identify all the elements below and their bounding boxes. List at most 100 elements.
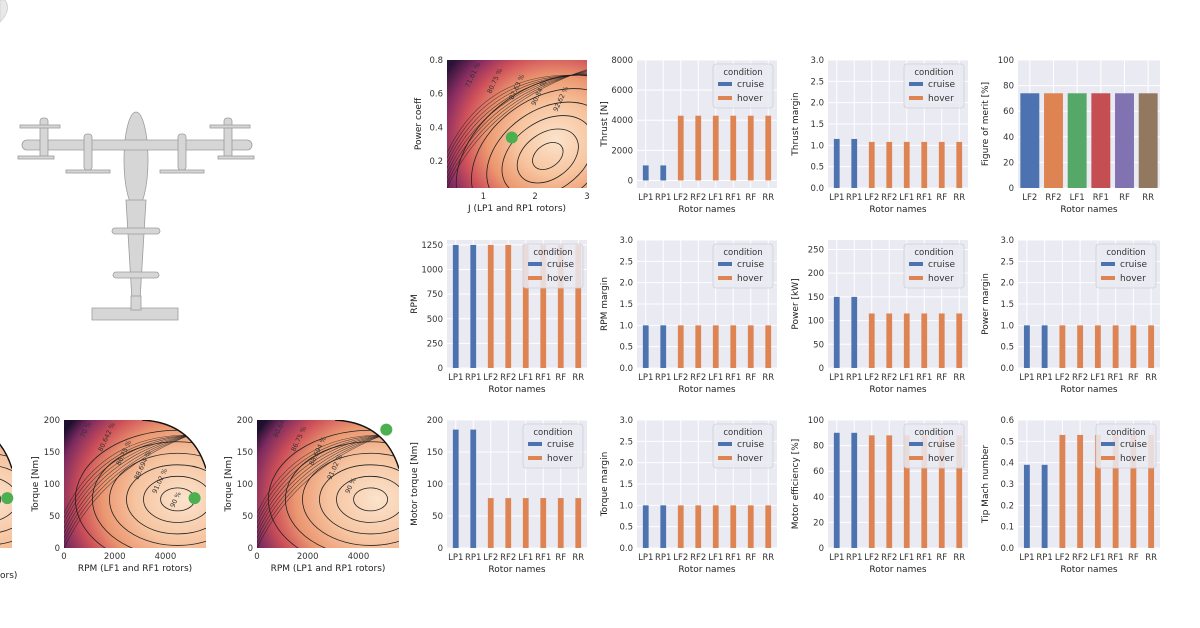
- x-tick-label: LF1: [708, 373, 723, 383]
- contour-line: [336, 475, 399, 523]
- y-tick-label: 0.0: [619, 364, 633, 374]
- y-tick-label: 0: [248, 544, 253, 554]
- y-tick-label: 0: [55, 544, 60, 554]
- y-tick-label: 1.0: [619, 501, 633, 511]
- bar-cruise: [470, 244, 477, 368]
- bar-hover: [956, 141, 963, 188]
- bar-cruise: [470, 429, 477, 548]
- y-tick-label: 0.2: [1000, 501, 1014, 511]
- chart-motor-efficiency: 0 20 40 60 80 100 LP1 RP1 LF2 RF2 LF1 RF1 RF RR Rotor …: [791, 416, 968, 575]
- x-tick-label: LP1: [448, 553, 463, 563]
- x-tick-label: LP1: [829, 553, 844, 563]
- bar: [1044, 93, 1063, 188]
- x-tick-label: RF: [745, 373, 756, 383]
- bar-cruise: [1023, 325, 1030, 368]
- bar: [1020, 93, 1040, 188]
- y-tick-label: 0.8: [429, 56, 443, 66]
- y-tick-label: 0.6: [1000, 416, 1014, 426]
- bar-hover: [505, 244, 512, 368]
- y-tick-label: 750: [427, 290, 443, 300]
- x-tick-label: RP1: [465, 553, 481, 563]
- y-tick-label: 250: [427, 339, 443, 349]
- y-tick-label: 1.5: [619, 300, 633, 310]
- design-point: [380, 423, 393, 436]
- y-tick-label: 0.4: [429, 123, 443, 133]
- bar-hover: [1059, 434, 1066, 548]
- legend-swatch-hover: [909, 96, 923, 100]
- legend-entry-cruise: cruise: [737, 440, 765, 450]
- bar-hover: [1077, 434, 1084, 548]
- heatmap-area: 80.642 %86.75 % 88.694 %91.02 %90 %: [257, 420, 399, 548]
- chart-figure-of-merit: 0 20 40 60 80 100 LF2 RF2 LF1 RF1 RF RR Rotor names F…: [981, 56, 1160, 215]
- legend-swatch-cruise: [1101, 262, 1115, 266]
- contour-line: [109, 452, 206, 546]
- bar-cruise: [851, 432, 858, 548]
- bar-hover: [747, 325, 754, 368]
- y-tick-label: 60: [1003, 107, 1014, 117]
- legend-swatch-hover: [1101, 276, 1115, 280]
- bar-cruise: [452, 429, 459, 548]
- x-tick-label: RP1: [655, 373, 671, 383]
- heatmap-fill: [64, 420, 206, 548]
- x-tick-label: LF2: [673, 193, 688, 203]
- y-tick-label: 20: [1003, 158, 1014, 168]
- contour-line: [486, 101, 587, 188]
- x-tick-label: RF2: [500, 373, 516, 383]
- y-axis-label: Power margin: [981, 273, 991, 335]
- bar-hover: [1059, 325, 1066, 368]
- x-tick-label: RP1: [465, 373, 481, 383]
- x-tick-label: RR: [953, 553, 965, 563]
- y-tick-label: 100: [808, 317, 824, 327]
- y-tick-label: 3.0: [1000, 236, 1014, 246]
- x-tick-label: LF2: [1022, 193, 1037, 203]
- y-tick-label: 2.0: [619, 279, 633, 289]
- limit-curve: [0, 443, 12, 469]
- legend-entry-cruise: cruise: [737, 260, 765, 270]
- legend-entry-hover: hover: [737, 454, 763, 464]
- y-tick-label: 0: [438, 544, 443, 554]
- x-tick-label: RF: [1119, 193, 1130, 203]
- bar-hover: [747, 115, 754, 181]
- y-tick-label: 0.4: [1000, 459, 1014, 469]
- heatmap-fill: [257, 420, 399, 548]
- bar-hover: [868, 313, 875, 368]
- y-tick-label: 4000: [611, 116, 633, 126]
- bar-hover: [938, 141, 945, 188]
- bar-cruise: [1023, 464, 1030, 548]
- legend-entry-hover: hover: [928, 274, 954, 284]
- bar-hover: [1148, 325, 1155, 368]
- y-tick-label: 0.5: [1000, 437, 1014, 447]
- y-axis-label: Torque [Nm]: [224, 456, 234, 512]
- bar-hover: [886, 141, 893, 188]
- bar-hover: [1077, 325, 1084, 368]
- x-tick-label: LP1: [1019, 553, 1034, 563]
- x-tick-label: 0: [61, 552, 66, 562]
- chart-torque-margin: 0.0 0.5 1.0 1.5 2.0 2.5 3.0 LP1 RP1 LF2 RF2 LF1 RF1 R…: [600, 416, 777, 575]
- contour-line: [353, 487, 389, 512]
- x-tick-label: LP1: [638, 193, 653, 203]
- y-tick-label: 250: [808, 245, 824, 255]
- limit-curve: [142, 420, 206, 469]
- heatmap-area: 70 % 80.642 %86.75 % 88.694 %91.02 %90 %: [64, 420, 206, 548]
- legend-entry-hover: hover: [928, 94, 954, 104]
- contour-line: [285, 441, 399, 548]
- bar-hover: [730, 505, 737, 548]
- legend-title: condition: [723, 248, 762, 258]
- x-tick-label: LF1: [518, 373, 533, 383]
- y-tick-label: 1.5: [810, 120, 824, 130]
- design-point: [1, 492, 14, 505]
- contour-line: [319, 464, 399, 535]
- tiltrotor-aircraft-icon: [0, 0, 255, 321]
- y-axis-label: Power coeff: [414, 97, 424, 150]
- y-tick-label: 0.5: [810, 163, 824, 173]
- legend-entry-cruise: cruise: [737, 80, 765, 90]
- x-tick-label: LF1: [899, 373, 914, 383]
- chart-torque-map-lp1-rp1: 80.642 %86.75 % 88.694 %91.02 %90 % 0 50 100…: [224, 416, 399, 574]
- bar-hover: [540, 498, 547, 548]
- chart-thrust-margin: 0.0 0.5 1.0 1.5 2.0 2.5 3.0 LP1 RP1 LF2 RF2 LF1 RF1 R…: [791, 56, 968, 215]
- contour-line: [516, 128, 579, 184]
- legend-title: condition: [1106, 248, 1145, 258]
- x-tick-label: RF1: [725, 553, 741, 563]
- y-tick-label: 40: [813, 493, 824, 503]
